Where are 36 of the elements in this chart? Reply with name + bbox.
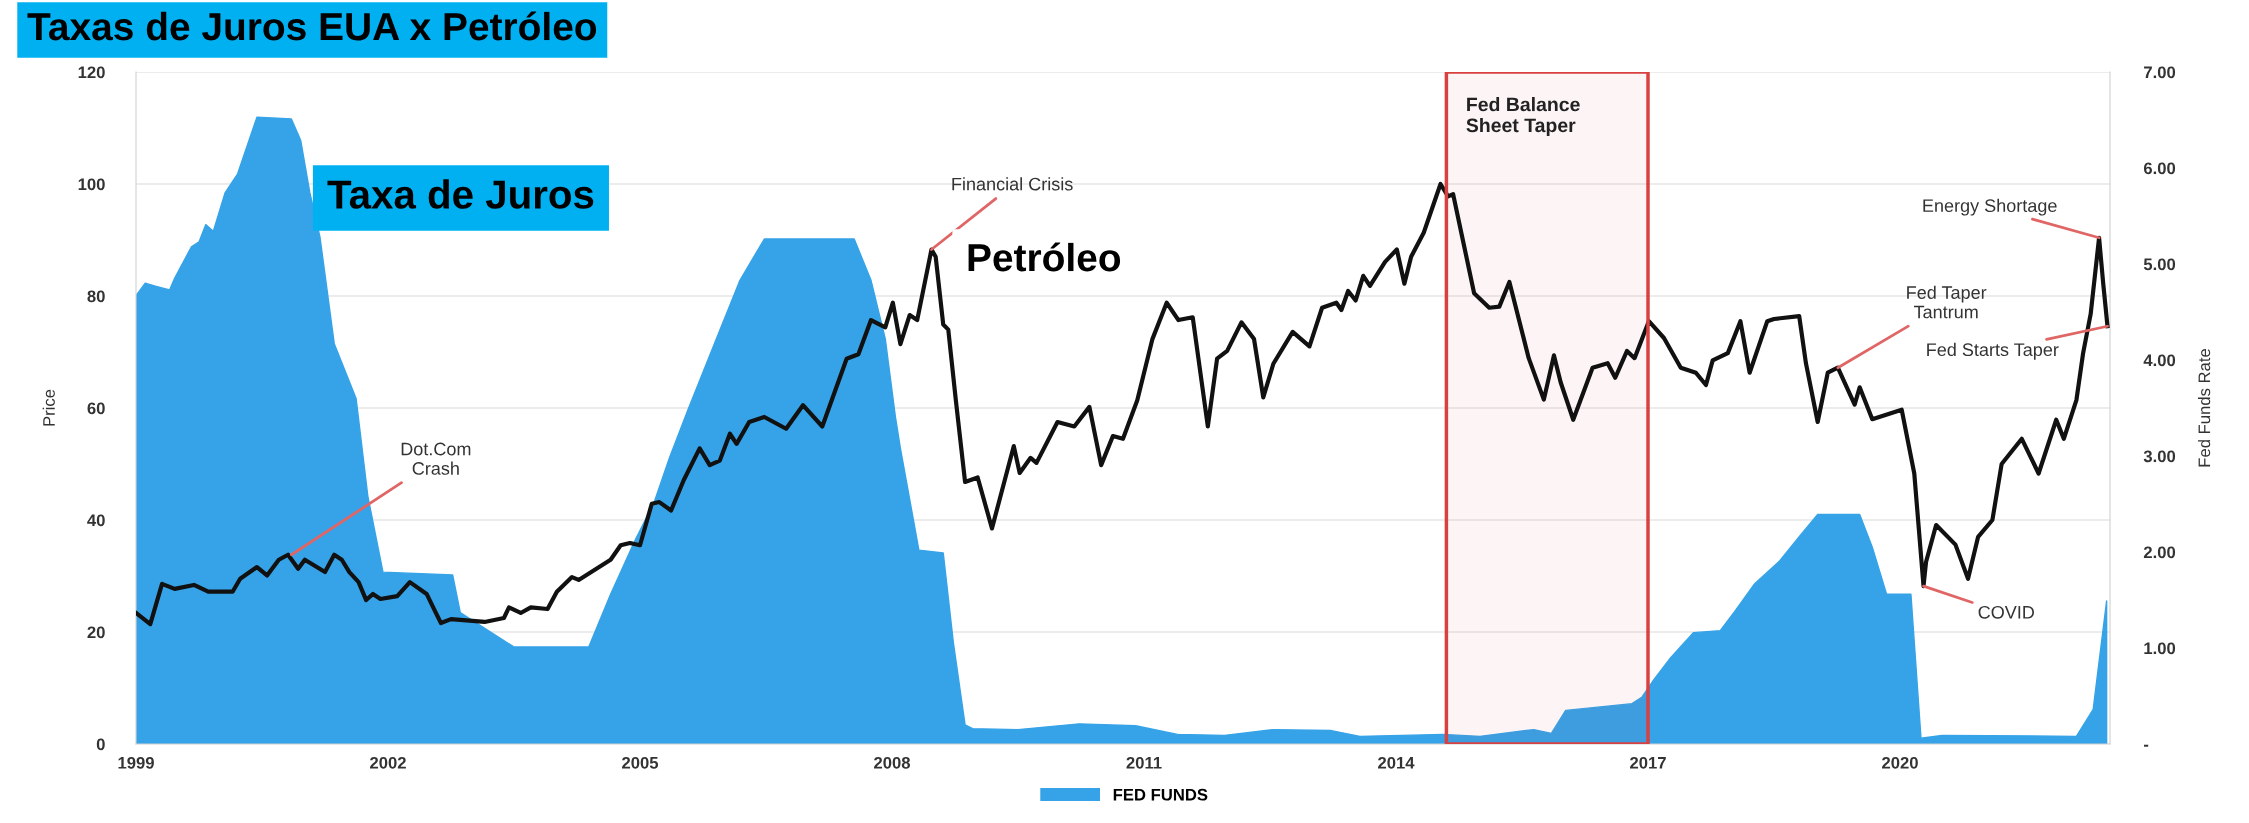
chart-title: Taxas de Juros EUA x Petróleo: [27, 11, 597, 41]
x-tick-label: 2005: [622, 756, 659, 769]
x-tick-label: 2020: [1882, 756, 1918, 769]
y-axis-title: Price: [42, 389, 55, 426]
y-tick-label: 0: [96, 738, 105, 751]
y-tick-label: 120: [78, 66, 105, 79]
annotation: Fed Starts Taper: [1927, 342, 2059, 360]
annotation: Fed Taper Tantrum: [1907, 285, 1987, 319]
y2-tick-label: 2.00: [2143, 546, 2176, 559]
annotation: COVID: [1978, 605, 2035, 619]
y-tick-label: 80: [87, 290, 105, 303]
y-tick-label: 60: [87, 402, 105, 415]
band-label: Fed Balance Sheet Taper: [1466, 97, 1580, 137]
y2-tick-label: -: [2143, 744, 2149, 747]
x-tick-label: 1999: [118, 756, 154, 769]
y2-tick-label: 6.00: [2143, 162, 2176, 175]
annotation: Petróleo: [968, 242, 1121, 272]
y2-axis-title: Fed Funds Rate: [2197, 348, 2211, 467]
annotation: Dot.Com Crash: [401, 442, 471, 475]
x-tick-label: 2017: [1630, 756, 1666, 769]
x-tick-label: 2008: [874, 756, 911, 769]
annotation: Taxa de Juros: [327, 179, 594, 209]
x-tick-label: 2002: [370, 756, 406, 769]
annotation: Energy Shortage: [1923, 198, 2057, 216]
annotation: Financial Crisis: [952, 177, 1073, 191]
x-tick-label: 2014: [1378, 756, 1415, 769]
y2-tick-label: 3.00: [2143, 450, 2176, 463]
legend-label: FED FUNDS: [1113, 788, 1208, 801]
y2-tick-label: 7.00: [2144, 66, 2176, 79]
y2-tick-label: 1.00: [2144, 642, 2176, 655]
x-tick-label: 2011: [1126, 756, 1162, 769]
y-tick-label: 20: [87, 626, 105, 639]
y2-tick-label: 5.00: [2143, 258, 2176, 271]
y-tick-label: 100: [78, 178, 105, 191]
y-tick-label: 40: [87, 514, 105, 527]
y2-tick-label: 4.00: [2143, 354, 2176, 367]
